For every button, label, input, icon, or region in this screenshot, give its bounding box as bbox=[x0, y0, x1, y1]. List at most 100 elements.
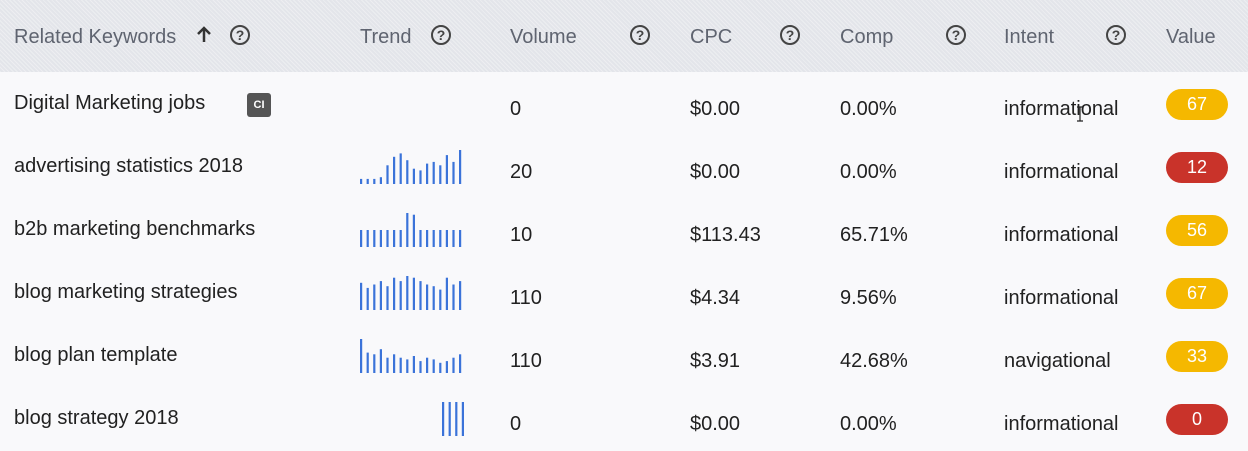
trend-bar bbox=[379, 177, 382, 184]
column-header-intent[interactable]: Intent bbox=[1004, 24, 1054, 50]
trend-bar bbox=[419, 170, 422, 184]
trend-bar bbox=[393, 354, 396, 373]
trend-sparkline bbox=[360, 402, 464, 436]
volume-help-icon[interactable]: ? bbox=[630, 25, 650, 45]
trend-bar bbox=[461, 402, 464, 436]
trend-bar bbox=[426, 163, 429, 184]
keyword-cell[interactable]: blog marketing strategies bbox=[14, 281, 238, 303]
trend-bar bbox=[399, 357, 402, 373]
column-header-keywords[interactable]: Related Keywords bbox=[14, 24, 176, 50]
volume-cell: 0 bbox=[510, 413, 522, 435]
column-header-volume[interactable]: Volume bbox=[510, 24, 577, 50]
trend-bar bbox=[419, 230, 422, 247]
trend-bar bbox=[419, 361, 422, 373]
trend-bar bbox=[379, 349, 382, 373]
keyword-cell[interactable]: blog strategy 2018 bbox=[14, 407, 179, 429]
intent-cell: informational bbox=[1004, 413, 1119, 435]
trend-sparkline bbox=[360, 276, 464, 310]
trend-bar bbox=[366, 287, 369, 310]
value-header-label: Value bbox=[1166, 25, 1216, 48]
trend-bar bbox=[373, 230, 376, 247]
intent-cell: informational bbox=[1004, 98, 1119, 120]
trend-bar bbox=[406, 276, 409, 310]
keyword-cell[interactable]: Digital Marketing jobs bbox=[14, 92, 206, 114]
trend-bar bbox=[419, 281, 422, 310]
volume-cell: 110 bbox=[510, 287, 542, 309]
trend-bar bbox=[379, 230, 382, 247]
trend-bar bbox=[393, 156, 396, 184]
trend-bar bbox=[373, 354, 376, 373]
table-row[interactable]: b2b marketing benchmarks 10 $113.43 65.7… bbox=[0, 199, 1248, 262]
table-row[interactable]: blog plan template 110 $3.91 42.68% navi… bbox=[0, 325, 1248, 388]
volume-header-label: Volume bbox=[510, 25, 577, 48]
trend-bar bbox=[445, 277, 448, 310]
value-badge: 67 bbox=[1166, 89, 1228, 120]
intent-help-icon[interactable]: ? bbox=[1106, 25, 1126, 45]
trend-bar bbox=[406, 160, 409, 184]
table-row[interactable]: Digital Marketing jobs CI 0 $0.00 0.00% … bbox=[0, 73, 1248, 136]
trend-bar bbox=[455, 402, 458, 436]
trend-bar bbox=[386, 230, 389, 247]
trend-bar bbox=[393, 230, 396, 247]
cpc-cell: $0.00 bbox=[690, 98, 741, 120]
trend-sparkline bbox=[360, 87, 464, 121]
column-header-comp[interactable]: Comp bbox=[840, 24, 893, 50]
cpc-help-icon[interactable]: ? bbox=[780, 25, 800, 45]
volume-cell: 20 bbox=[510, 161, 533, 183]
trend-bar bbox=[406, 359, 409, 373]
trend-bar bbox=[445, 155, 448, 184]
trend-bar bbox=[459, 354, 462, 373]
trend-sparkline bbox=[360, 213, 464, 247]
trend-bar bbox=[399, 230, 402, 247]
trend-bar bbox=[360, 178, 363, 184]
cpc-cell: $113.43 bbox=[690, 224, 761, 246]
trend-bar bbox=[426, 230, 429, 247]
comp-header-label: Comp bbox=[840, 25, 894, 48]
trend-bar bbox=[386, 357, 389, 373]
trend-bar bbox=[386, 286, 389, 310]
table-header: Related Keywords ? Trend ? Volume ? CPC … bbox=[0, 0, 1248, 72]
cpc-cell: $0.00 bbox=[690, 161, 741, 183]
trend-bars bbox=[442, 402, 464, 436]
comp-cell: 42.68% bbox=[840, 350, 908, 372]
trend-bar bbox=[439, 289, 442, 310]
intent-cell: informational bbox=[1004, 161, 1119, 183]
arrow-up-icon[interactable] bbox=[195, 25, 213, 50]
intent-cell: informational bbox=[1004, 287, 1119, 309]
column-header-trend[interactable]: Trend bbox=[360, 24, 412, 50]
trend-bar bbox=[366, 178, 369, 184]
trend-bar bbox=[442, 402, 445, 436]
keyword-cell[interactable]: b2b marketing benchmarks bbox=[14, 218, 256, 240]
trend-bar bbox=[452, 230, 455, 247]
intent-header-label: Intent bbox=[1004, 25, 1055, 48]
value-badge: 0 bbox=[1166, 404, 1228, 435]
table-row[interactable]: blog strategy 2018 0 $0.00 0.00% informa… bbox=[0, 388, 1248, 451]
trend-bar bbox=[439, 230, 442, 247]
comp-cell: 9.56% bbox=[840, 287, 897, 309]
trend-bars bbox=[360, 276, 462, 310]
keyword-cell[interactable]: blog plan template bbox=[14, 344, 178, 366]
trend-bar bbox=[360, 282, 363, 310]
trend-bar bbox=[373, 178, 376, 184]
comp-cell: 65.71% bbox=[840, 224, 908, 246]
table-row[interactable]: blog marketing strategies 110 $4.34 9.56… bbox=[0, 262, 1248, 325]
keywords-help-icon[interactable]: ? bbox=[230, 25, 250, 45]
value-badge: 12 bbox=[1166, 152, 1228, 183]
column-header-value[interactable]: Value bbox=[1166, 24, 1216, 50]
trend-bar bbox=[399, 281, 402, 310]
trend-bars bbox=[360, 213, 462, 247]
column-header-cpc[interactable]: CPC bbox=[690, 24, 732, 50]
trend-help-icon[interactable]: ? bbox=[431, 25, 451, 45]
comp-help-icon[interactable]: ? bbox=[946, 25, 966, 45]
volume-cell: 10 bbox=[510, 224, 533, 246]
comp-cell: 0.00% bbox=[840, 161, 897, 183]
table-row[interactable]: advertising statistics 2018 20 $0.00 0.0… bbox=[0, 136, 1248, 199]
trend-bar bbox=[445, 230, 448, 247]
trend-bar bbox=[412, 168, 415, 184]
comp-cell: 0.00% bbox=[840, 413, 897, 435]
trend-bar bbox=[360, 339, 363, 373]
trend-bar bbox=[399, 153, 402, 184]
trend-bar bbox=[426, 357, 429, 373]
keyword-cell[interactable]: advertising statistics 2018 bbox=[14, 155, 244, 177]
text-cursor-icon bbox=[1077, 106, 1083, 122]
